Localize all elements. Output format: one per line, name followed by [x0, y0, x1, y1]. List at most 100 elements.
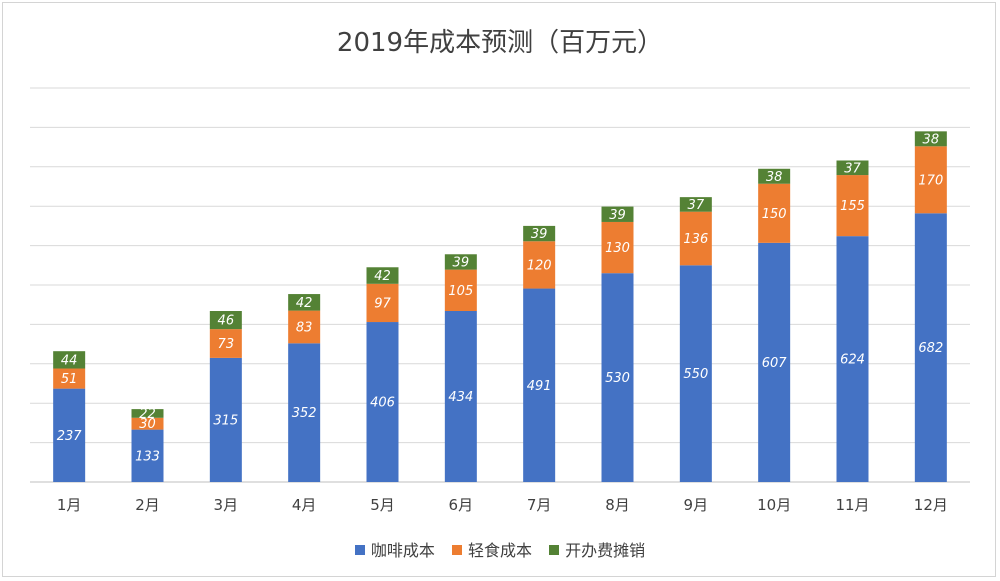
x-tick-label: 12月: [914, 496, 948, 514]
data-label: 83: [296, 320, 313, 335]
bar-segment-amortization: [131, 409, 164, 418]
legend-label-amortization: 开办费摊销: [565, 541, 646, 560]
bar-segment-food: [679, 211, 712, 266]
legend-swatch-food: [451, 544, 462, 555]
bar-segment-coffee: [131, 429, 164, 482]
data-label: 73: [218, 337, 235, 352]
data-label: 38: [766, 170, 783, 185]
bar-segment-food: [444, 269, 477, 312]
bar-segment-food: [209, 329, 242, 358]
x-tick-label: 8月: [605, 496, 630, 514]
bar-segment-amortization: [914, 131, 947, 147]
bar-segment-coffee: [758, 242, 791, 482]
data-label: 39: [609, 208, 626, 223]
legend-item-food: 轻食成本: [451, 537, 532, 561]
bar-segment-food: [836, 175, 869, 237]
data-label: 44: [61, 353, 78, 368]
data-label: 42: [374, 269, 391, 284]
data-label: 315: [213, 413, 238, 428]
data-label: 42: [296, 296, 313, 311]
bar-segment-amortization: [679, 197, 712, 212]
bar-segment-amortization: [288, 294, 321, 311]
data-label: 237: [57, 429, 83, 444]
bar-segment-coffee: [679, 265, 712, 482]
bar-segment-amortization: [836, 160, 869, 176]
data-label: 607: [762, 356, 788, 371]
data-label: 434: [448, 390, 473, 405]
legend-item-coffee: 咖啡成本: [354, 537, 435, 561]
bar-segment-food: [523, 241, 556, 289]
x-tick-label: 1月: [57, 496, 82, 514]
gridlines: [30, 87, 970, 483]
bar-segment-food: [914, 146, 947, 214]
bar-segment-amortization: [53, 351, 86, 369]
bar-segment-coffee: [288, 343, 321, 482]
legend-item-amortization: 开办费摊销: [549, 537, 645, 561]
bar-segment-food: [601, 221, 634, 274]
bar-segment-amortization: [209, 311, 242, 330]
data-label: 136: [683, 232, 708, 247]
x-tick-label: 3月: [214, 496, 239, 514]
data-label: 550: [683, 367, 708, 382]
data-label: 51: [61, 372, 78, 387]
data-label: 150: [762, 207, 787, 222]
bar-segment-coffee: [366, 322, 399, 482]
x-axis-ticks: 1月 2月 3月 4月 5月 6月 7月 8月 9月 10月 11月 12月: [57, 496, 948, 514]
bar-segment-coffee: [53, 388, 86, 482]
data-label: 491: [527, 379, 552, 394]
bar-segment-food: [758, 183, 791, 243]
data-label: 37: [844, 161, 861, 176]
bars: [53, 131, 947, 483]
data-label: 155: [840, 199, 865, 214]
bar-segment-coffee: [444, 311, 477, 482]
bar-segment-amortization: [366, 267, 399, 284]
data-label: 406: [370, 396, 395, 411]
bar-segment-coffee: [914, 213, 947, 483]
x-tick-label: 6月: [449, 496, 474, 514]
x-tick-label: 5月: [370, 496, 395, 514]
bar-segment-amortization: [758, 168, 791, 184]
x-tick-label: 7月: [527, 496, 552, 514]
x-tick-label: 4月: [292, 496, 317, 514]
data-label: 120: [527, 258, 552, 273]
data-label: 46: [218, 314, 235, 329]
legend-swatch-coffee: [354, 544, 365, 555]
x-tick-label: 10月: [757, 496, 791, 514]
data-label: 22: [139, 407, 156, 422]
data-label: 97: [374, 296, 391, 311]
x-tick-label: 2月: [135, 496, 160, 514]
data-label: 352: [292, 406, 317, 421]
data-label: 682: [918, 341, 943, 356]
bar-segment-food: [131, 417, 164, 430]
legend-label-coffee: 咖啡成本: [370, 541, 435, 560]
bar-segment-amortization: [601, 206, 634, 222]
bar-segment-coffee: [601, 273, 634, 482]
data-label: 105: [448, 284, 473, 299]
bar-segment-food: [366, 283, 399, 323]
legend-swatch-amortization: [549, 544, 560, 555]
legend-label-food: 轻食成本: [467, 541, 532, 560]
data-label: 38: [923, 132, 940, 147]
data-label: 130: [605, 241, 630, 256]
x-tick-label: 9月: [684, 496, 709, 514]
bar-segment-amortization: [523, 225, 556, 242]
data-label: 30: [139, 417, 156, 432]
bar-segment-food: [288, 310, 321, 344]
bar-segment-food: [53, 368, 86, 389]
bar-segment-coffee: [523, 288, 556, 482]
data-label: 37: [688, 198, 705, 213]
data-label: 39: [531, 227, 548, 242]
data-label: 170: [918, 173, 943, 188]
data-label: 133: [135, 449, 160, 464]
chart-title: 2019年成本预测（百万元）: [336, 28, 664, 58]
bar-segment-coffee: [836, 236, 869, 482]
legend: 咖啡成本 轻食成本 开办费摊销: [0, 537, 1000, 561]
data-label: 39: [453, 255, 470, 270]
bar-segment-coffee: [209, 357, 242, 482]
data-label: 624: [840, 353, 865, 368]
bar-segment-amortization: [444, 254, 477, 270]
data-label: 530: [605, 371, 630, 386]
